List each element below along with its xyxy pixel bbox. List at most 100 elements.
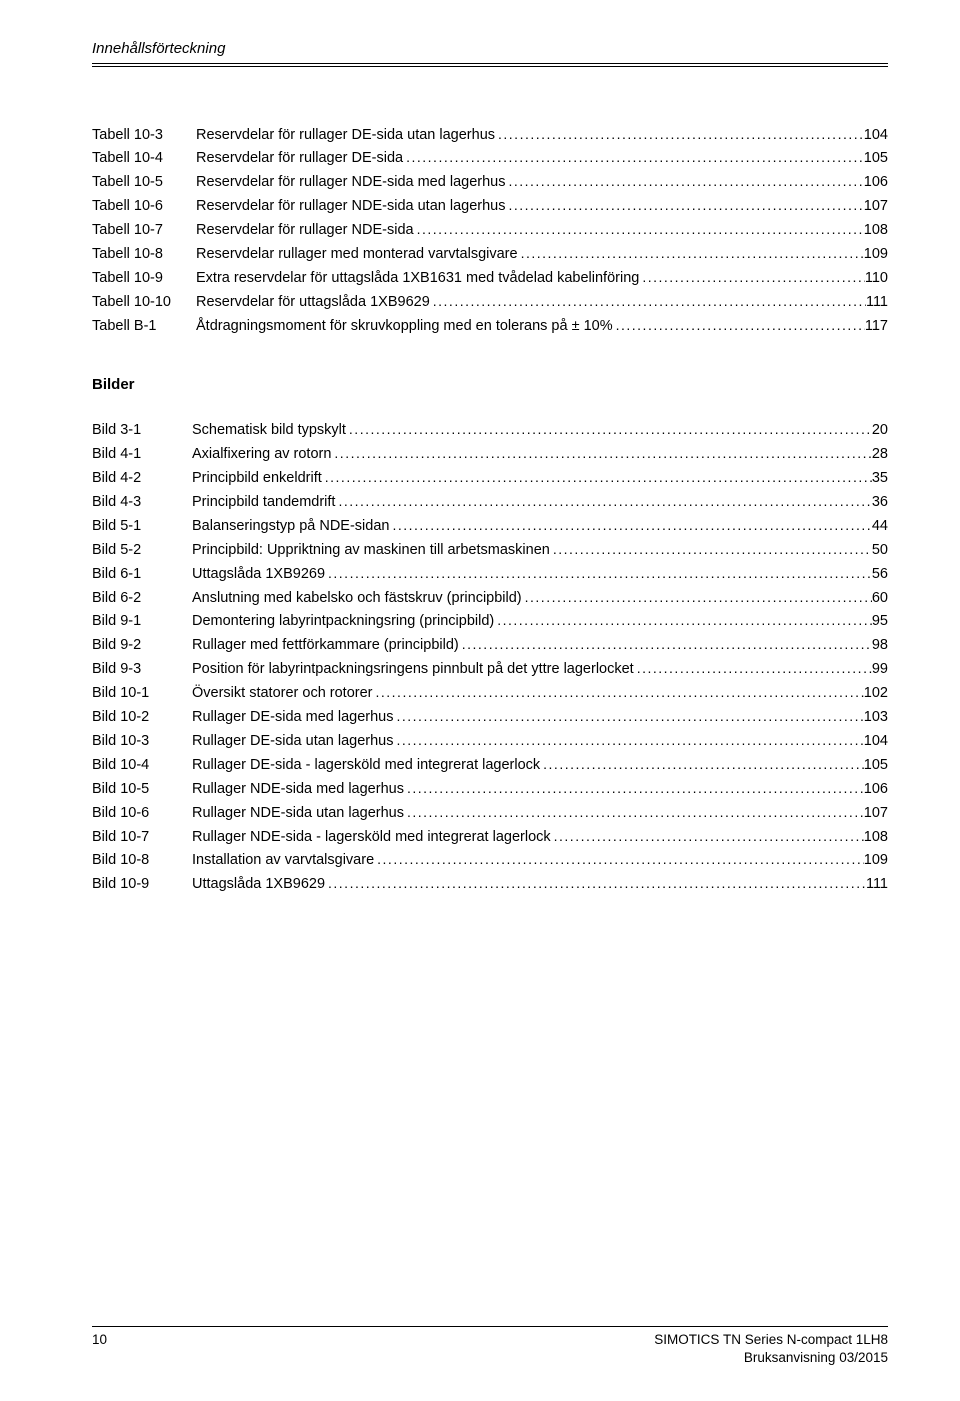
toc-entry-key: Bild 10-7 bbox=[92, 826, 192, 849]
toc-bilder: Bild 3-1Schematisk bild typskylt .......… bbox=[92, 418, 888, 896]
toc-entry-page: 110 bbox=[865, 267, 888, 290]
toc-leader-dots: ........................................… bbox=[522, 586, 872, 608]
toc-entry-label: Bild 10-3Rullager DE-sida utan lagerhus bbox=[92, 730, 394, 753]
toc-row: Bild 6-2Anslutning med kabelsko och fäst… bbox=[92, 586, 888, 610]
toc-entry-label: Bild 10-9Uttagslåda 1XB9629 bbox=[92, 873, 325, 896]
toc-entry-key: Bild 10-5 bbox=[92, 778, 192, 801]
toc-leader-dots: ........................................… bbox=[325, 562, 872, 584]
toc-entry-title: Rullager NDE-sida med lagerhus bbox=[192, 781, 404, 797]
toc-entry-key: Bild 10-9 bbox=[92, 873, 192, 896]
toc-entry-page: 20 bbox=[872, 419, 888, 442]
toc-entry-key: Tabell 10-4 bbox=[92, 147, 196, 170]
toc-entry-title: Rullager NDE-sida utan lagerhus bbox=[192, 805, 404, 821]
toc-row: Bild 10-3Rullager DE-sida utan lagerhus.… bbox=[92, 729, 888, 753]
toc-leader-dots: ........................................… bbox=[505, 194, 863, 216]
toc-leader-dots: ........................................… bbox=[389, 514, 871, 536]
toc-entry-title: Rullager DE-sida med lagerhus bbox=[192, 709, 394, 725]
toc-leader-dots: ........................................… bbox=[551, 825, 864, 847]
toc-entry-page: 103 bbox=[864, 706, 888, 729]
toc-entry-key: Bild 6-2 bbox=[92, 587, 192, 610]
toc-entry-page: 50 bbox=[872, 539, 888, 562]
toc-leader-dots: ........................................… bbox=[634, 657, 872, 679]
page-header-title: Innehållsförteckning bbox=[92, 38, 888, 61]
toc-row: Bild 10-2Rullager DE-sida med lagerhus..… bbox=[92, 705, 888, 729]
toc-entry-title: Rullager DE-sida utan lagerhus bbox=[192, 733, 394, 749]
toc-leader-dots: ........................................… bbox=[540, 753, 864, 775]
toc-entry-label: Bild 4-1Axialfixering av rotorn bbox=[92, 443, 331, 466]
toc-entry-page: 107 bbox=[864, 802, 888, 825]
toc-entry-label: Bild 9-3Position för labyrintpackningsri… bbox=[92, 658, 634, 681]
toc-leader-dots: ........................................… bbox=[394, 729, 864, 751]
toc-leader-dots: ........................................… bbox=[414, 218, 864, 240]
toc-leader-dots: ........................................… bbox=[505, 170, 863, 192]
toc-leader-dots: ........................................… bbox=[373, 681, 864, 703]
toc-row: Bild 10-6Rullager NDE-sida utan lagerhus… bbox=[92, 801, 888, 825]
toc-leader-dots: ........................................… bbox=[494, 609, 872, 631]
toc-entry-key: Bild 3-1 bbox=[92, 419, 192, 442]
toc-entry-key: Tabell 10-3 bbox=[92, 124, 196, 147]
toc-entry-page: 111 bbox=[866, 291, 888, 314]
toc-entry-key: Bild 10-8 bbox=[92, 849, 192, 872]
toc-row: Bild 6-1Uttagslåda 1XB9269..............… bbox=[92, 562, 888, 586]
toc-entry-page: 104 bbox=[864, 730, 888, 753]
toc-row: Bild 4-3Principbild tandemdrift.........… bbox=[92, 490, 888, 514]
toc-entry-title: Reservdelar rullager med monterad varvta… bbox=[196, 246, 518, 262]
toc-entry-key: Bild 9-1 bbox=[92, 610, 192, 633]
toc-entry-title: Uttagslåda 1XB9269 bbox=[192, 566, 325, 582]
toc-entry-page: 28 bbox=[872, 443, 888, 466]
toc-row: Bild 5-2Principbild: Uppriktning av mask… bbox=[92, 538, 888, 562]
toc-entry-title: Reservdelar för uttagslåda 1XB9629 bbox=[196, 294, 430, 310]
toc-entry-key: Bild 10-1 bbox=[92, 682, 192, 705]
toc-row: Bild 5-1Balanseringstyp på NDE-sidan....… bbox=[92, 514, 888, 538]
toc-leader-dots: ........................................… bbox=[325, 872, 866, 894]
toc-leader-dots: ........................................… bbox=[495, 123, 864, 145]
toc-entry-title: Reservdelar för rullager DE-sida bbox=[196, 150, 403, 166]
toc-entry-key: Bild 10-2 bbox=[92, 706, 192, 729]
toc-entry-label: Bild 9-1Demontering labyrintpackningsrin… bbox=[92, 610, 494, 633]
toc-row: Bild 10-8Installation av varvtalsgivare.… bbox=[92, 848, 888, 872]
footer-rule bbox=[92, 1326, 888, 1327]
toc-entry-label: Tabell 10-10Reservdelar för uttagslåda 1… bbox=[92, 291, 430, 314]
toc-entry-label: Bild 10-2Rullager DE-sida med lagerhus bbox=[92, 706, 394, 729]
toc-entry-title: Reservdelar för rullager DE-sida utan la… bbox=[196, 127, 495, 143]
toc-entry-label: Tabell 10-4Reservdelar för rullager DE-s… bbox=[92, 147, 403, 170]
toc-entry-key: Bild 5-2 bbox=[92, 539, 192, 562]
toc-entry-label: Tabell 10-3Reservdelar för rullager DE-s… bbox=[92, 124, 495, 147]
header-rule-thick bbox=[92, 63, 888, 64]
toc-entry-key: Bild 10-4 bbox=[92, 754, 192, 777]
toc-leader-dots: ........................................… bbox=[322, 466, 872, 488]
toc-entry-page: 111 bbox=[866, 873, 888, 896]
toc-entry-key: Bild 5-1 bbox=[92, 515, 192, 538]
toc-row: Bild 10-1Översikt statorer och rotorer..… bbox=[92, 681, 888, 705]
toc-entry-label: Bild 10-6Rullager NDE-sida utan lagerhus bbox=[92, 802, 404, 825]
toc-entry-label: Bild 10-1Översikt statorer och rotorer bbox=[92, 682, 373, 705]
toc-entry-page: 105 bbox=[864, 754, 888, 777]
toc-entry-key: Bild 9-2 bbox=[92, 634, 192, 657]
toc-entry-label: Bild 4-2Principbild enkeldrift bbox=[92, 467, 322, 490]
toc-entry-title: Axialfixering av rotorn bbox=[192, 446, 331, 462]
toc-entry-title: Översikt statorer och rotorer bbox=[192, 685, 373, 701]
toc-leader-dots: ........................................… bbox=[404, 777, 864, 799]
toc-entry-title: Position för labyrintpackningsringens pi… bbox=[192, 661, 634, 677]
toc-entry-key: Tabell 10-7 bbox=[92, 219, 196, 242]
toc-entry-title: Reservdelar för rullager NDE-sida med la… bbox=[196, 174, 505, 190]
toc-entry-label: Bild 3-1Schematisk bild typskylt bbox=[92, 419, 346, 442]
toc-leader-dots: ........................................… bbox=[613, 314, 865, 336]
toc-entry-label: Bild 10-4Rullager DE-sida - lagersköld m… bbox=[92, 754, 540, 777]
toc-row: Bild 4-2Principbild enkeldrift..........… bbox=[92, 466, 888, 490]
toc-entry-title: Rullager med fettförkammare (principbild… bbox=[192, 637, 459, 653]
toc-entry-page: 117 bbox=[865, 315, 888, 338]
toc-row: Tabell 10-8Reservdelar rullager med mont… bbox=[92, 242, 888, 266]
toc-entry-page: 44 bbox=[872, 515, 888, 538]
toc-row: Bild 4-1Axialfixering av rotorn.........… bbox=[92, 442, 888, 466]
toc-leader-dots: ........................................… bbox=[335, 490, 871, 512]
toc-entry-title: Installation av varvtalsgivare bbox=[192, 852, 374, 868]
toc-entry-title: Principbild enkeldrift bbox=[192, 470, 322, 486]
toc-entry-label: Bild 10-7Rullager NDE-sida - lagersköld … bbox=[92, 826, 551, 849]
toc-entry-page: 107 bbox=[864, 195, 888, 218]
toc-entry-key: Bild 4-2 bbox=[92, 467, 192, 490]
toc-tables: Tabell 10-3Reservdelar för rullager DE-s… bbox=[92, 123, 888, 338]
toc-leader-dots: ........................................… bbox=[518, 242, 864, 264]
toc-leader-dots: ........................................… bbox=[550, 538, 872, 560]
toc-entry-page: 35 bbox=[872, 467, 888, 490]
